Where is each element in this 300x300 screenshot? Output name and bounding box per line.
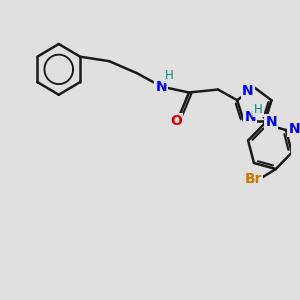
Text: O: O [170,114,182,128]
Text: N: N [244,110,256,124]
Text: N: N [156,80,167,94]
Text: H: H [165,69,174,82]
Text: N: N [266,116,277,129]
Text: N: N [242,84,254,98]
Text: Br: Br [244,172,262,186]
Text: N: N [288,122,300,136]
Text: H: H [254,103,262,116]
